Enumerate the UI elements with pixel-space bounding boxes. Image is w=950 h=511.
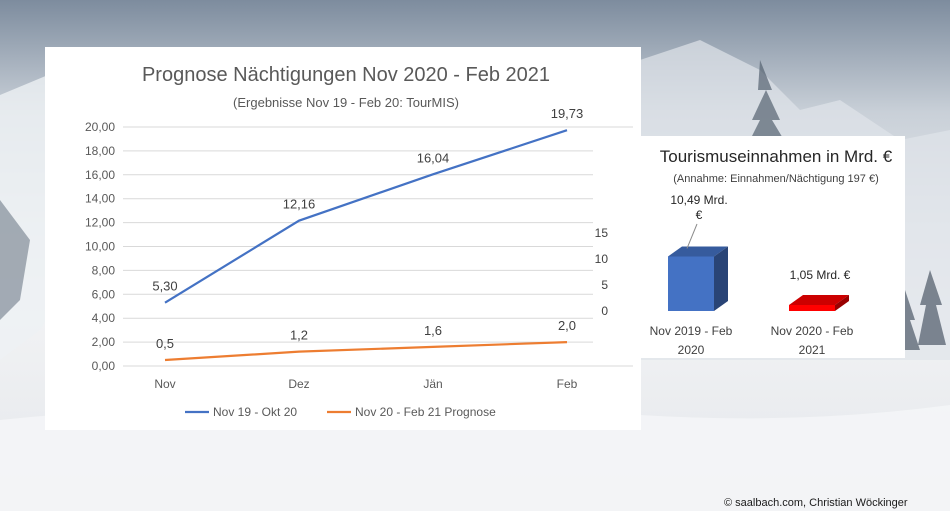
data-label: 10,49 Mrd. — [670, 193, 727, 207]
bar-side — [835, 295, 849, 311]
y-axis-ticks: 0,00 2,00 4,00 6,00 8,00 10,00 12,00 14,00 16,00… — [85, 120, 115, 373]
line-chart-title: Prognose Nächtigungen Nov 2020 - Feb 202… — [142, 64, 550, 86]
label-leader-line — [686, 223, 698, 249]
bar-chart-title: Tourismuseinnahmen in Mrd. € — [660, 147, 893, 166]
legend-label: Nov 20 - Feb 21 Prognose — [355, 405, 496, 419]
x-tick-label: Nov — [154, 377, 175, 391]
legend: Nov 19 - Okt 20 Nov 20 - Feb 21 Prognose — [185, 405, 496, 419]
data-label: 1,05 Mrd. € — [790, 268, 851, 282]
x-tick-label: Nov 2019 - Feb — [650, 324, 733, 338]
line-chart-panel: Prognose Nächtigungen Nov 2020 - Feb 202… — [45, 47, 641, 430]
x-axis-ticks: Nov 2019 - Feb 2020 Nov 2020 - Feb 2021 — [650, 324, 854, 357]
y-tick-label: 0 — [601, 304, 608, 318]
x-tick-label: 2020 — [678, 343, 705, 357]
series-line-1 — [164, 129, 568, 304]
y-tick-label: 18,00 — [85, 144, 115, 158]
bar-front — [789, 305, 835, 311]
y-tick-label: 14,00 — [85, 192, 115, 206]
line-series-group: 5,30 12,16 16,04 19,73 0,5 1,2 1,6 2,0 — [152, 106, 584, 362]
x-tick-label: Feb — [557, 377, 578, 391]
data-label: 16,04 — [417, 150, 450, 165]
y-tick-label: 8,00 — [92, 263, 116, 277]
bar-chart-panel: Tourismuseinnahmen in Mrd. € (Annahme: E… — [593, 136, 905, 358]
bar-chart: Tourismuseinnahmen in Mrd. € (Annahme: E… — [595, 147, 893, 357]
gridlines — [123, 126, 633, 367]
y-tick-label: 4,00 — [92, 311, 116, 325]
y-tick-label: 12,00 — [85, 216, 115, 230]
legend-label: Nov 19 - Okt 20 — [213, 405, 297, 419]
bar-top — [668, 246, 728, 257]
bars-group: 10,49 Mrd.€1,05 Mrd. € — [668, 193, 851, 311]
data-label: 12,16 — [283, 197, 316, 212]
data-label: 0,5 — [156, 336, 174, 351]
bar-side — [714, 246, 728, 311]
y-tick-label: 2,00 — [92, 335, 116, 349]
line-chart: Prognose Nächtigungen Nov 2020 - Feb 202… — [85, 64, 633, 419]
bar-chart-subtitle: (Annahme: Einnahmen/Nächtigung 197 €) — [673, 173, 878, 185]
y-tick-label: 16,00 — [85, 168, 115, 182]
y-tick-label: 5 — [601, 278, 608, 292]
x-axis-ticks: Nov Dez Jän Feb — [154, 377, 577, 391]
bar-top — [789, 295, 849, 305]
y-tick-label: 20,00 — [85, 120, 115, 134]
y-tick-label: 10 — [595, 252, 609, 266]
x-tick-label: Dez — [288, 377, 309, 391]
series-line-2 — [164, 341, 568, 362]
y-tick-label: 6,00 — [92, 287, 116, 301]
y-tick-label: 10,00 — [85, 240, 115, 254]
data-label: 1,6 — [424, 323, 442, 338]
data-label: 19,73 — [551, 106, 584, 121]
photo-credit: © saalbach.com, Christian Wöckinger — [724, 497, 908, 509]
x-tick-label: Nov 2020 - Feb — [771, 324, 854, 338]
y-axis-ticks: 0 5 10 15 — [595, 226, 609, 318]
data-label: 5,30 — [152, 279, 177, 294]
y-tick-label: 15 — [595, 226, 609, 240]
data-label: 1,2 — [290, 328, 308, 343]
line-chart-subtitle: (Ergebnisse Nov 19 - Feb 20: TourMIS) — [233, 95, 459, 110]
bar-front — [668, 256, 714, 311]
x-tick-label: 2021 — [799, 343, 826, 357]
y-tick-label: 0,00 — [92, 359, 116, 373]
data-label: 2,0 — [558, 318, 576, 333]
data-label: € — [696, 208, 703, 222]
x-tick-label: Jän — [423, 377, 442, 391]
